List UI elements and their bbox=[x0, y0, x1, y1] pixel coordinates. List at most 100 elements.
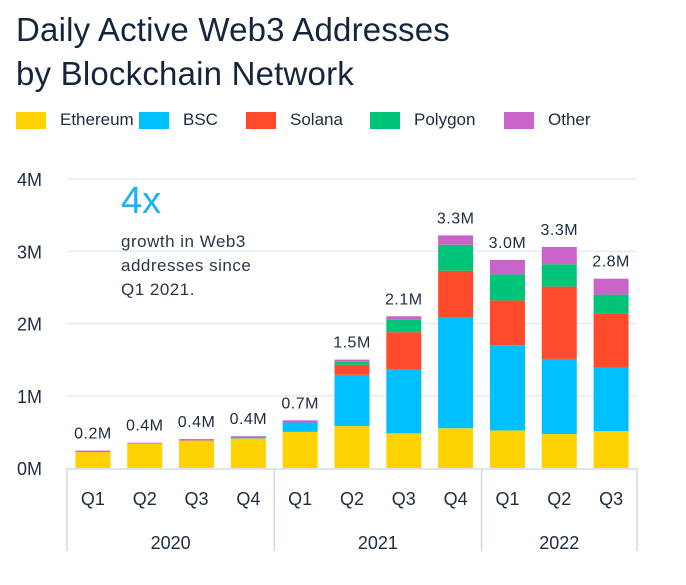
chart-title-line-2: by Blockchain Network bbox=[16, 55, 355, 92]
bar-total-label: 3.3M bbox=[540, 222, 578, 239]
chart-title-line-1: Daily Active Web3 Addresses bbox=[16, 11, 450, 48]
legend-item-solana: Solana bbox=[246, 110, 370, 130]
bar-segment-other bbox=[179, 439, 215, 441]
legend-label-solana: Solana bbox=[290, 110, 343, 129]
bar-segment-ethereum bbox=[489, 430, 525, 468]
legend-swatch-other bbox=[504, 111, 534, 129]
x-tick-label: Q1 bbox=[495, 489, 519, 509]
y-tick-label: 4M bbox=[17, 170, 42, 190]
legend-swatch-ethereum bbox=[16, 111, 46, 129]
bar-segment-solana bbox=[438, 270, 474, 317]
bar-segment-solana bbox=[334, 364, 370, 375]
bar-segment-polygon bbox=[593, 294, 629, 314]
bar-segment-other bbox=[230, 436, 266, 438]
x-tick-label: Q3 bbox=[599, 489, 623, 509]
total-labels: 0.2M 0.4M 0.4M 0.4M 0.7M 1.5M 2.1M 3.3M 3.0M 3.3M… bbox=[74, 210, 630, 443]
x-group-label: 2020 bbox=[151, 533, 191, 553]
bar-segment-ethereum bbox=[282, 431, 318, 468]
y-axis: 0M 1M 2M 3M 4M bbox=[17, 170, 42, 479]
y-tick-label: 0M bbox=[17, 459, 42, 479]
legend-item-bsc: BSC bbox=[139, 110, 246, 130]
legend-label-bsc: BSC bbox=[183, 110, 218, 129]
bar-segment-other bbox=[438, 235, 474, 245]
legend-swatch-solana bbox=[246, 111, 276, 129]
bar-segment-polygon bbox=[438, 244, 474, 271]
growth-headline: 4x bbox=[121, 180, 162, 222]
growth-line-2: addresses since bbox=[121, 256, 252, 275]
bars bbox=[75, 235, 629, 468]
bar-segment-ethereum bbox=[230, 438, 266, 468]
bar-segment-other bbox=[282, 420, 318, 423]
bar-segment-other bbox=[541, 246, 577, 265]
x-group-label: 2021 bbox=[358, 533, 398, 553]
legend-item-ethereum: Ethereum bbox=[16, 110, 139, 130]
bar-segment-ethereum bbox=[334, 426, 370, 468]
bar-segment-solana bbox=[541, 286, 577, 359]
x-axis: Q1 Q2 Q3 Q4 Q1 Q2 Q3 Q4 Q1 Q2 Q3 2020 2021 2022 bbox=[66, 468, 638, 553]
bar-segment-bsc bbox=[438, 316, 474, 429]
bar-total-label: 0.4M bbox=[230, 411, 268, 428]
x-tick-label: Q3 bbox=[392, 489, 416, 509]
legend-item-other: Other bbox=[504, 110, 591, 130]
bar-segment-bsc bbox=[282, 422, 318, 432]
bar-total-label: 0.4M bbox=[178, 414, 216, 431]
bar-segment-polygon bbox=[489, 274, 525, 301]
x-tick-label: Q2 bbox=[133, 489, 157, 509]
x-group-label: 2022 bbox=[539, 533, 579, 553]
bar-segment-solana bbox=[593, 313, 629, 368]
bar-segment-ethereum bbox=[179, 440, 215, 468]
bar-segment-solana bbox=[386, 332, 422, 370]
bar-segment-ethereum bbox=[593, 431, 629, 468]
bar-segment-polygon bbox=[334, 361, 370, 365]
y-tick-label: 1M bbox=[17, 387, 42, 407]
legend-label-polygon: Polygon bbox=[414, 110, 476, 129]
bar-segment-bsc bbox=[334, 374, 370, 427]
bar-segment-ethereum bbox=[438, 428, 474, 468]
bar-segment-ethereum bbox=[541, 434, 577, 468]
x-tick-label: Q4 bbox=[444, 489, 468, 509]
legend-swatch-bsc bbox=[139, 111, 169, 129]
x-tick-label: Q2 bbox=[547, 489, 571, 509]
bar-segment-bsc bbox=[541, 358, 577, 435]
bar-total-label: 0.4M bbox=[126, 418, 164, 435]
bar-segment-bsc bbox=[593, 367, 629, 432]
chart-title: Daily Active Web3 Addresses by Blockchai… bbox=[16, 8, 450, 96]
legend: Ethereum BSC Solana Polygon Other bbox=[16, 110, 591, 130]
growth-annotation: 4x growth in Web3 addresses since Q1 202… bbox=[121, 180, 251, 302]
bar-total-label: 1.5M bbox=[333, 335, 371, 352]
x-tick-label: Q1 bbox=[288, 489, 312, 509]
bar-total-label: 2.1M bbox=[385, 291, 423, 308]
bar-segment-other bbox=[127, 442, 163, 444]
growth-line-1: growth in Web3 bbox=[121, 232, 246, 251]
bar-segment-ethereum bbox=[127, 443, 163, 468]
growth-description: growth in Web3 addresses since Q1 2021. bbox=[121, 230, 251, 302]
bar-segment-polygon bbox=[386, 319, 422, 333]
bar-total-label: 0.2M bbox=[74, 426, 112, 443]
bar-segment-other bbox=[75, 450, 111, 453]
legend-label-other: Other bbox=[548, 110, 591, 129]
x-tick-label: Q4 bbox=[236, 489, 260, 509]
x-tick-label: Q3 bbox=[185, 489, 209, 509]
bar-segment-bsc bbox=[489, 345, 525, 431]
bar-total-label: 2.8M bbox=[592, 254, 630, 271]
y-tick-label: 3M bbox=[17, 242, 42, 262]
bar-segment-solana bbox=[489, 300, 525, 346]
bar-total-label: 3.3M bbox=[437, 210, 475, 227]
bar-segment-other bbox=[334, 359, 370, 362]
y-tick-label: 2M bbox=[17, 315, 42, 335]
growth-line-3: Q1 2021. bbox=[121, 280, 195, 299]
legend-label-ethereum: Ethereum bbox=[60, 110, 134, 129]
bar-segment-other bbox=[386, 316, 422, 320]
bar-segment-ethereum bbox=[386, 433, 422, 468]
bar-segment-other bbox=[489, 259, 525, 275]
x-tick-label: Q2 bbox=[340, 489, 364, 509]
bar-total-label: 0.7M bbox=[281, 395, 319, 412]
legend-item-polygon: Polygon bbox=[370, 110, 504, 130]
bar-segment-bsc bbox=[230, 436, 266, 439]
bar-segment-ethereum bbox=[75, 452, 111, 468]
x-tick-label: Q1 bbox=[81, 489, 105, 509]
bar-total-label: 3.0M bbox=[489, 235, 527, 252]
legend-swatch-polygon bbox=[370, 111, 400, 129]
bar-segment-bsc bbox=[386, 369, 422, 434]
